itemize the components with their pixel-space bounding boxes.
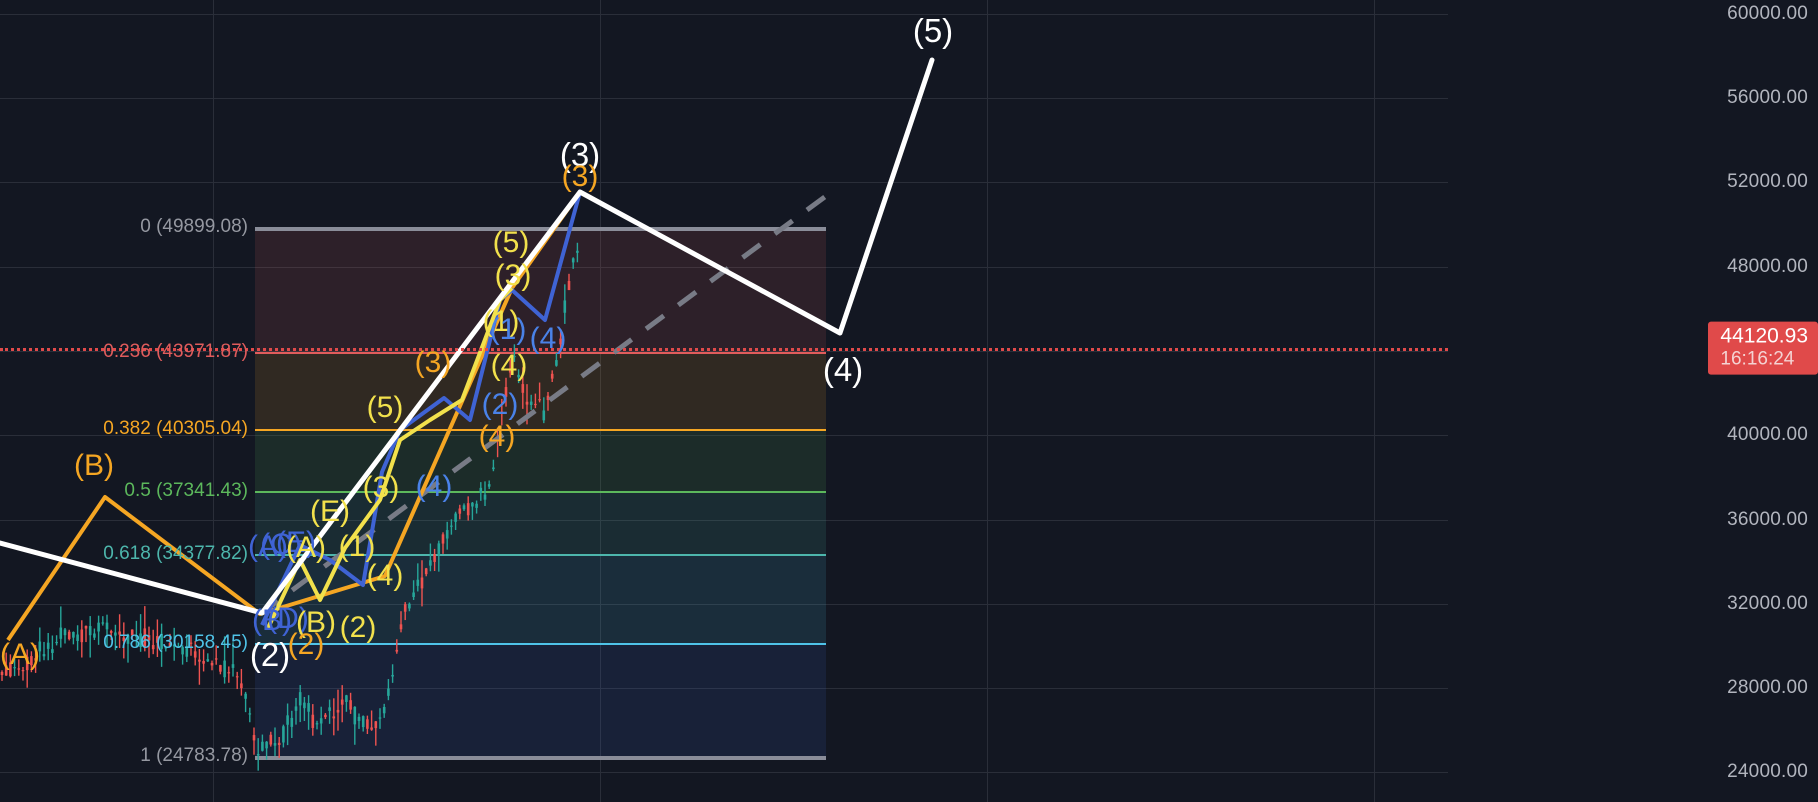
grid-line-vertical xyxy=(600,0,601,802)
fib-level-line[interactable] xyxy=(255,642,826,645)
fib-level-line[interactable] xyxy=(255,491,826,494)
fib-level-label: 0.618 (34377.82) xyxy=(103,542,248,564)
grid-line xyxy=(0,350,1448,352)
fib-level-line[interactable] xyxy=(255,755,826,760)
fib-level-line[interactable] xyxy=(255,351,826,354)
price-tick-label: 36000.00 xyxy=(1727,508,1808,530)
price-tick-label: 32000.00 xyxy=(1727,592,1808,614)
fib-level-label: 0.236 (43971.87) xyxy=(103,340,248,362)
current-price-tag[interactable]: 44120.93 16:16:24 xyxy=(1708,322,1818,375)
price-tick-label: 40000.00 xyxy=(1727,424,1808,446)
grid-line xyxy=(0,13,1448,15)
price-tick-label: 28000.00 xyxy=(1727,677,1808,699)
white-projection-line[interactable] xyxy=(0,57,935,616)
price-tick-label: 60000.00 xyxy=(1727,2,1808,24)
fib-level-label: 0 (49899.08) xyxy=(140,215,248,237)
grid-line xyxy=(0,182,1448,184)
grid-line-vertical xyxy=(213,0,214,802)
fib-band xyxy=(255,428,826,492)
fib-level-label: 0.382 (40305.04) xyxy=(103,417,248,439)
fib-level-line[interactable] xyxy=(255,226,826,231)
fib-level-label: 1 (24783.78) xyxy=(140,744,248,766)
candlestick-series xyxy=(0,242,579,771)
grid-line xyxy=(0,519,1448,521)
current-price-value: 44120.93 xyxy=(1720,325,1808,348)
grid-line xyxy=(0,435,1448,437)
price-tick-label: 24000.00 xyxy=(1727,761,1808,783)
blue-impulse-line[interactable] xyxy=(260,191,582,626)
grid-line xyxy=(0,266,1448,268)
grid-line-vertical xyxy=(1374,0,1375,802)
fib-level-line[interactable] xyxy=(255,428,826,431)
fib-band xyxy=(255,351,826,429)
grid-line xyxy=(0,98,1448,99)
price-tick-label: 52000.00 xyxy=(1727,171,1808,193)
price-tick-label: 56000.00 xyxy=(1727,87,1808,108)
grid-line xyxy=(0,688,1448,690)
current-price-line xyxy=(0,348,1448,352)
chart-plot-area[interactable]: 0 (49899.08) 0.236 (43971.87) 0.382 (40305… xyxy=(0,0,1448,802)
current-price-time: 16:16:24 xyxy=(1720,348,1795,370)
fib-level-label: 0.786 (30158.45) xyxy=(103,631,248,653)
grid-line xyxy=(0,772,1448,774)
grid-line-vertical xyxy=(987,0,988,802)
fib-level-line[interactable] xyxy=(255,553,826,556)
wave-drawings xyxy=(0,57,935,642)
fib-level-label: 0.5 (37341.43) xyxy=(124,480,248,502)
grid-line xyxy=(0,603,1448,605)
price-tick-label: 48000.00 xyxy=(1727,255,1808,277)
fib-band xyxy=(255,553,826,643)
price-axis[interactable]: 60000.0056000.0052000.0048000.0044000.00… xyxy=(1448,0,1818,802)
